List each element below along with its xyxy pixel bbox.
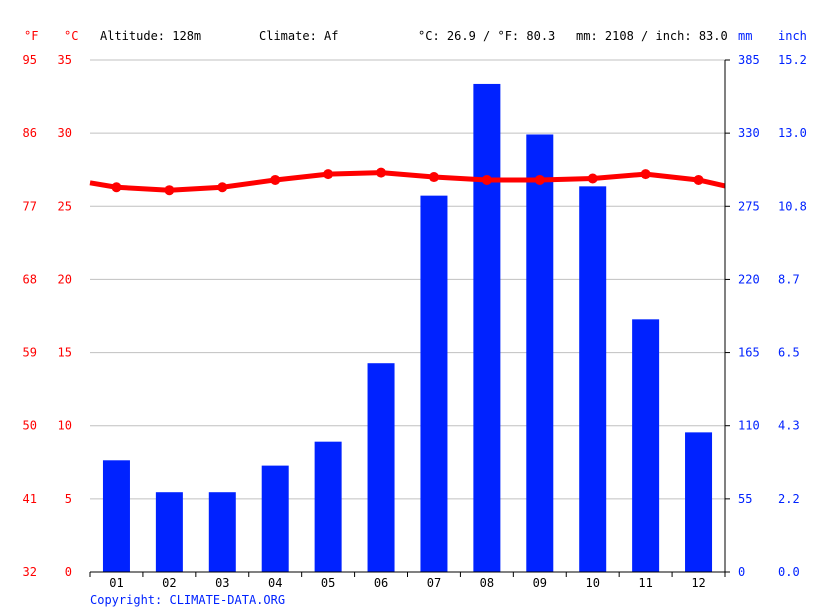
temperature-point [111,182,122,193]
inch-unit-label: inch [778,29,807,43]
month-label: 02 [162,576,176,590]
inch-tick-label: 2.2 [778,492,800,506]
inch-tick-label: 4.3 [778,419,800,433]
temperature-point [164,185,175,196]
precipitation-bar [685,432,713,572]
mm-tick-label: 165 [738,346,760,360]
precipitation-bar [367,363,395,572]
inch-tick-label: 0.0 [778,565,800,579]
inch-tick-label: 15.2 [778,53,807,67]
month-label: 05 [321,576,335,590]
precipitation-bar [473,83,501,573]
climate-label: Climate: Af [259,29,338,43]
temperature-point [323,169,334,180]
total-precipitation-label: mm: 2108 / inch: 83.0 [576,29,728,43]
fahrenheit-tick-label: 86 [23,126,37,140]
celsius-tick-label: 30 [58,126,72,140]
fahrenheit-tick-label: 59 [23,346,37,360]
celsius-tick-label: 5 [65,492,72,506]
celsius-unit-label: °C [64,29,78,43]
celsius-tick-label: 10 [58,419,72,433]
temperature-point [376,167,387,178]
precipitation-bar [102,460,130,572]
precipitation-bar [632,319,660,572]
month-label: 04 [268,576,282,590]
month-label: 03 [215,576,229,590]
fahrenheit-unit-label: °F [24,29,38,43]
temperature-point [640,169,651,180]
mm-tick-label: 110 [738,419,760,433]
fahrenheit-tick-label: 95 [23,53,37,67]
precipitation-bar [155,492,183,572]
month-label: 08 [480,576,494,590]
fahrenheit-tick-label: 68 [23,272,37,286]
altitude-label: Altitude: 128m [100,29,201,43]
temperature-point [270,174,281,185]
mm-unit-label: mm [738,29,752,43]
mm-tick-label: 385 [738,53,760,67]
mm-tick-label: 55 [738,492,752,506]
average-temperature-label: °C: 26.9 / °F: 80.3 [418,29,555,43]
inch-tick-label: 10.8 [778,199,807,213]
temperature-point [534,174,545,185]
temperature-point [481,174,492,185]
mm-tick-label: 220 [738,272,760,286]
celsius-tick-label: 0 [65,565,72,579]
inch-tick-label: 6.5 [778,346,800,360]
month-label: 09 [533,576,547,590]
inch-tick-label: 13.0 [778,126,807,140]
month-label: 10 [585,576,599,590]
celsius-tick-label: 15 [58,346,72,360]
month-label: 07 [427,576,441,590]
celsius-tick-label: 25 [58,199,72,213]
precipitation-bar [314,441,342,572]
mm-tick-label: 0 [738,565,745,579]
temperature-point [587,173,598,184]
copyright-link[interactable]: Copyright: CLIMATE-DATA.ORG [90,593,285,607]
month-label: 06 [374,576,388,590]
fahrenheit-tick-label: 32 [23,565,37,579]
precipitation-bar [420,195,448,572]
precipitation-bar [208,492,236,572]
mm-tick-label: 275 [738,199,760,213]
fahrenheit-tick-label: 41 [23,492,37,506]
precipitation-bar [526,134,554,573]
temperature-series-line [89,170,726,193]
temperature-point [428,172,439,183]
precipitation-bar [261,465,289,572]
precipitation-bar [579,186,607,573]
celsius-tick-label: 20 [58,272,72,286]
fahrenheit-tick-label: 77 [23,199,37,213]
celsius-tick-label: 35 [58,53,72,67]
temperature-line [89,167,726,196]
temperature-point [693,174,704,185]
month-label: 12 [691,576,705,590]
fahrenheit-tick-label: 50 [23,419,37,433]
inch-tick-label: 8.7 [778,272,800,286]
grid-lines [90,59,725,500]
temperature-point [217,182,228,193]
month-label: 11 [638,576,652,590]
mm-tick-label: 330 [738,126,760,140]
precipitation-bars [102,83,713,573]
axes: 95 35 385 15.2 86 30 330 13.0 77 25 275 10.8 68 20 220… [23,53,807,590]
month-label: 01 [109,576,123,590]
